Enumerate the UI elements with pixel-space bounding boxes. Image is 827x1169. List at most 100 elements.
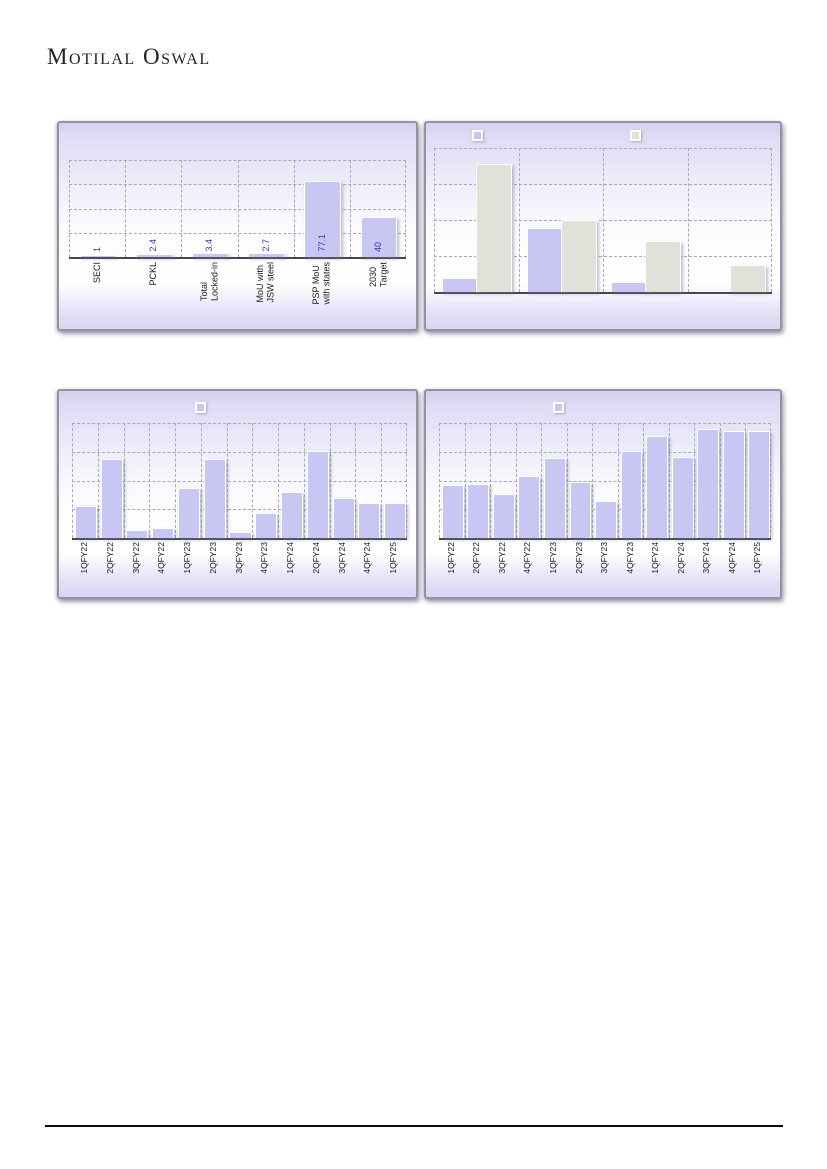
legend-marker: [194, 402, 206, 413]
x-axis-label-cell: 4QFY22: [149, 542, 175, 574]
bar: [671, 456, 694, 538]
x-axis-label: 2QFY22: [471, 542, 482, 574]
gridline-vertical: [687, 148, 689, 292]
bar: [358, 502, 381, 538]
x-axis-label-cell: PSP MoU with states: [294, 262, 350, 305]
gridline-vertical: [694, 423, 696, 538]
bar: [560, 220, 597, 292]
x-axis-label: 1QFY23: [182, 542, 193, 574]
gridline-horizontal: [72, 480, 407, 482]
gridline-vertical: [123, 423, 125, 538]
x-axis-label-cell: 2030 Target: [350, 262, 406, 287]
x-axis-label: 3QFY23: [233, 542, 244, 574]
x-axis-label-cell: MoU with JSW steel: [238, 262, 294, 303]
bar: [384, 502, 407, 538]
x-axis-label: 2QFY22: [104, 542, 115, 574]
x-axis-label-cell: 4QFY23: [252, 542, 278, 574]
x-axis-label: 4QFY23: [624, 542, 635, 574]
x-axis-label-cell: 4QFY24: [720, 542, 746, 574]
x-axis-label: 1QFY25: [388, 542, 399, 574]
bar: [595, 501, 617, 538]
gridline-horizontal: [72, 451, 407, 453]
x-axis-label-cell: 1QFY24: [643, 542, 669, 574]
bar: [748, 431, 771, 538]
gridline-vertical: [439, 423, 440, 538]
x-axis-label-cell: 2QFY24: [669, 542, 695, 574]
x-axis-label: 1QFY22: [79, 542, 89, 574]
bar: [74, 505, 97, 538]
bar: [729, 265, 766, 292]
bar: [442, 278, 479, 292]
x-axis-label: 3QFY23: [599, 542, 610, 574]
x-axis-label: 4QFY22: [522, 542, 533, 574]
x-axis-label-cell: 2QFY22: [465, 542, 491, 574]
x-axis-label: 4QFY24: [726, 542, 737, 574]
footer-rule: [45, 1125, 783, 1127]
gridline-horizontal: [439, 480, 771, 482]
gridline-vertical: [406, 423, 407, 538]
chart-panel-bottom-right: 1QFY22 2QFY22 3QFY22 4QFY22 1QFY23 2QFY23 3QFY…: [424, 389, 782, 599]
bar: [441, 485, 464, 538]
x-axis-label: 1QFY22: [445, 542, 456, 574]
x-axis-label-cell: 2QFY22: [98, 542, 124, 574]
brand-logo: Motilal Oswal: [47, 44, 211, 69]
bar: [543, 457, 566, 538]
gridline-horizontal: [72, 509, 407, 511]
x-axis-label: Total Locked-in: [199, 262, 220, 302]
bar: [135, 253, 173, 257]
chart-legend: [426, 402, 780, 414]
data-label: 77.1: [316, 234, 327, 252]
gridline-vertical: [149, 423, 151, 538]
chart-plot-area: 1 2.4 3.4 2.7 77.1 40: [69, 160, 406, 259]
bar: [177, 487, 200, 538]
x-axis-label: 2QFY24: [675, 542, 686, 574]
x-axis-label: 1QFY23: [548, 542, 558, 574]
gridline-vertical: [226, 423, 228, 538]
chart-panel-top-left: 1 2.4 3.4 2.7 77.1 40 SECI PCKL Total Locked-in…: [57, 121, 418, 331]
bar: [476, 164, 513, 292]
bar: [100, 458, 123, 538]
gridline-vertical: [434, 148, 435, 292]
bar: [492, 494, 515, 538]
x-axis-labels: SECI PCKL Total Locked-in MoU with JSW stee…: [69, 262, 406, 324]
gridline-vertical: [719, 423, 721, 538]
bar: [332, 497, 355, 538]
bar: [569, 481, 592, 538]
x-axis-label-cell: SECI: [69, 262, 125, 283]
gridline-vertical: [464, 423, 466, 538]
chart-panel-bottom-left: 1QFY22 2QFY22 3QFY22 4QFY22 1QFY23 2QFY23 3QFY…: [57, 389, 418, 599]
x-axis-label-cell: 4QFY23: [618, 542, 644, 574]
gridline-vertical: [329, 423, 331, 538]
bar: [526, 227, 563, 292]
x-axis-label-cell: 3QFY22: [490, 542, 516, 574]
bar: [611, 282, 648, 292]
gridline-vertical: [643, 423, 645, 538]
bar: [620, 450, 643, 538]
x-axis-label-cell: PCKL: [125, 262, 181, 286]
bar: [304, 181, 342, 257]
x-axis-label: 2QFY24: [310, 542, 321, 574]
gridline-vertical: [200, 423, 202, 538]
bar: [248, 253, 285, 257]
gridline-horizontal: [439, 423, 771, 424]
gridline-vertical: [541, 423, 543, 538]
gridline-vertical: [515, 423, 517, 538]
gridline-vertical: [293, 160, 295, 257]
gridline-vertical: [303, 423, 305, 538]
x-axis-label-cell: 1QFY25: [745, 542, 771, 574]
bar: [126, 530, 149, 538]
data-label: 40: [372, 241, 383, 252]
x-axis-label-cell: 1QFY22: [72, 542, 98, 574]
chart-plot-area: [434, 148, 772, 294]
chart-plot-area: [439, 423, 771, 540]
gridline-vertical: [278, 423, 280, 538]
x-axis-label: 2QFY23: [207, 542, 218, 574]
x-axis-label: PCKL: [148, 262, 159, 286]
gridline-vertical: [617, 423, 619, 538]
x-axis-label: PSP MoU with states: [311, 262, 332, 305]
gridline-vertical: [181, 160, 183, 257]
chart-legend: [426, 130, 780, 142]
gridline-vertical: [252, 423, 254, 538]
legend-marker: [629, 130, 641, 141]
x-axis-label-cell: 2QFY23: [567, 542, 593, 574]
